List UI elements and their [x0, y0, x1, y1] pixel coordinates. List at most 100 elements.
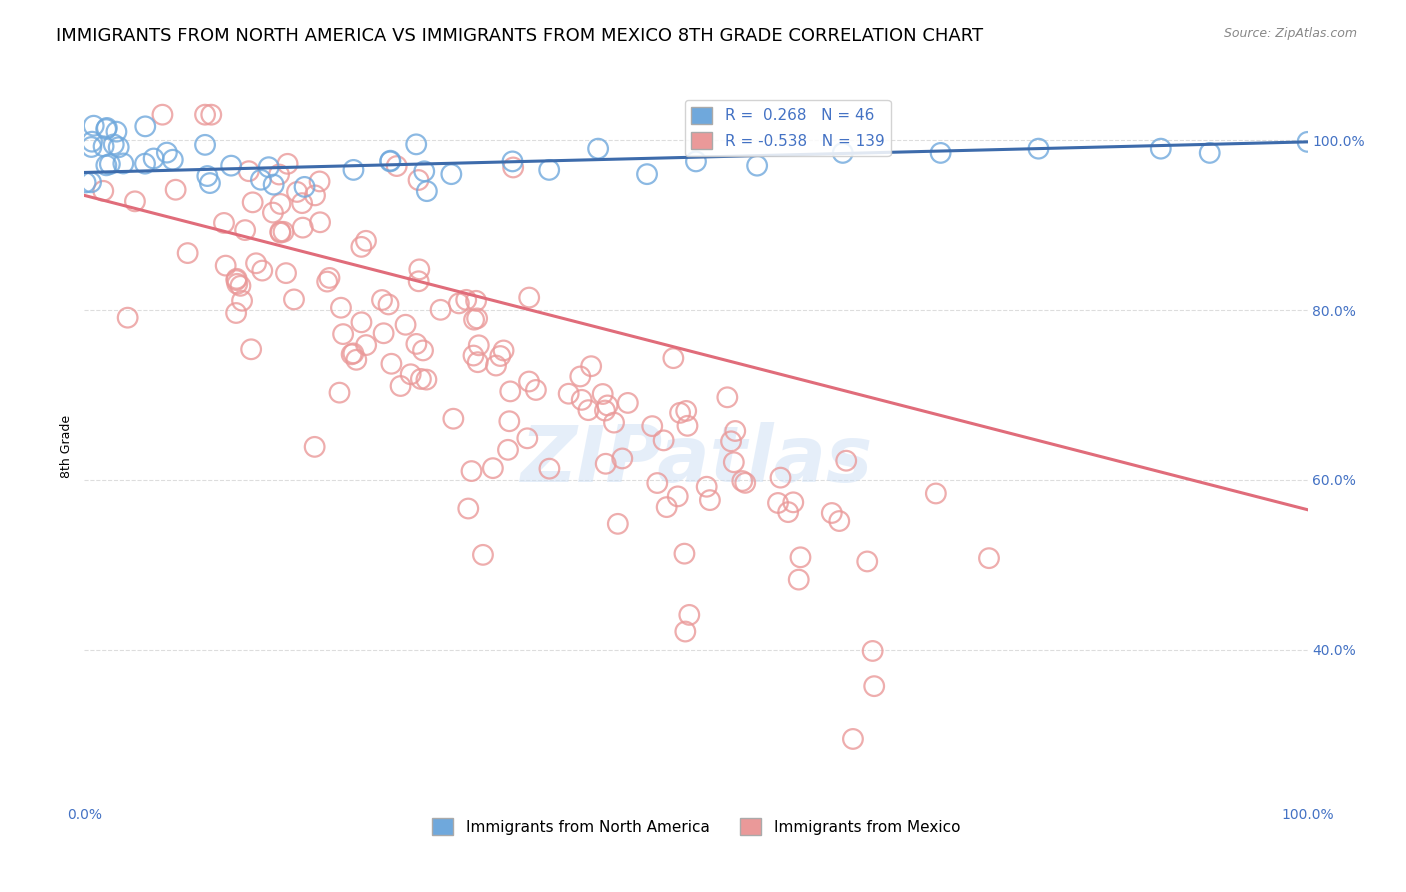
Point: [200, 108, 222, 122]
Point: [274, 266, 297, 280]
Point: [678, 607, 700, 622]
Point: [472, 548, 495, 562]
Point: [669, 406, 692, 420]
Point: [162, 153, 184, 167]
Point: [496, 442, 519, 457]
Point: [342, 162, 364, 177]
Point: [440, 167, 463, 181]
Point: [377, 297, 399, 311]
Point: [294, 180, 316, 194]
Point: [226, 277, 249, 291]
Point: [93, 139, 115, 153]
Point: [456, 293, 478, 307]
Point: [273, 225, 295, 239]
Point: [373, 326, 395, 341]
Y-axis label: 8th Grade: 8th Grade: [60, 415, 73, 477]
Point: [283, 293, 305, 307]
Point: [350, 240, 373, 254]
Point: [350, 315, 373, 329]
Point: [245, 256, 267, 270]
Point: [75, 176, 97, 190]
Point: [925, 486, 948, 500]
Point: [344, 352, 367, 367]
Point: [485, 359, 508, 373]
Point: [399, 368, 422, 382]
Point: [716, 390, 738, 404]
Point: [194, 137, 217, 152]
Point: [263, 178, 285, 192]
Point: [117, 310, 139, 325]
Point: [596, 399, 619, 413]
Text: Source: ZipAtlas.com: Source: ZipAtlas.com: [1223, 27, 1357, 40]
Point: [269, 225, 291, 239]
Point: [80, 175, 103, 189]
Point: [502, 161, 524, 175]
Point: [225, 306, 247, 320]
Point: [617, 396, 640, 410]
Point: [330, 301, 353, 315]
Point: [242, 195, 264, 210]
Point: [612, 451, 634, 466]
Point: [734, 475, 756, 490]
Point: [103, 137, 125, 152]
Point: [405, 137, 427, 152]
Point: [592, 387, 614, 401]
Point: [696, 480, 718, 494]
Point: [441, 411, 464, 425]
Point: [778, 505, 800, 519]
Point: [342, 346, 364, 360]
Point: [215, 259, 238, 273]
Point: [673, 547, 696, 561]
Point: [176, 246, 198, 260]
Point: [233, 223, 256, 237]
Point: [198, 176, 221, 190]
Point: [80, 140, 103, 154]
Point: [380, 357, 402, 371]
Point: [394, 318, 416, 332]
Point: [229, 278, 252, 293]
Point: [782, 495, 804, 509]
Point: [538, 461, 561, 475]
Point: [238, 164, 260, 178]
Legend: Immigrants from North America, Immigrants from Mexico: Immigrants from North America, Immigrant…: [426, 812, 966, 841]
Point: [212, 216, 235, 230]
Point: [194, 108, 217, 122]
Point: [467, 355, 489, 369]
Point: [316, 275, 339, 289]
Point: [107, 140, 129, 154]
Point: [747, 159, 769, 173]
Point: [332, 327, 354, 342]
Point: [252, 263, 274, 277]
Point: [516, 431, 538, 445]
Point: [1296, 135, 1319, 149]
Point: [429, 302, 451, 317]
Point: [662, 351, 685, 366]
Point: [856, 554, 879, 568]
Point: [371, 293, 394, 307]
Point: [285, 185, 308, 199]
Point: [641, 419, 664, 434]
Point: [673, 624, 696, 639]
Point: [405, 337, 427, 351]
Point: [408, 262, 430, 277]
Point: [835, 453, 858, 467]
Point: [831, 145, 853, 160]
Point: [724, 424, 747, 438]
Point: [579, 359, 602, 374]
Point: [269, 197, 291, 211]
Point: [309, 215, 332, 229]
Point: [929, 145, 952, 160]
Point: [731, 474, 754, 488]
Point: [195, 169, 218, 183]
Point: [328, 385, 350, 400]
Point: [152, 108, 174, 122]
Point: [576, 403, 599, 417]
Point: [789, 550, 811, 565]
Point: [380, 153, 402, 168]
Point: [655, 500, 678, 515]
Point: [91, 184, 114, 198]
Point: [340, 347, 363, 361]
Point: [225, 273, 247, 287]
Point: [304, 188, 326, 202]
Point: [291, 220, 314, 235]
